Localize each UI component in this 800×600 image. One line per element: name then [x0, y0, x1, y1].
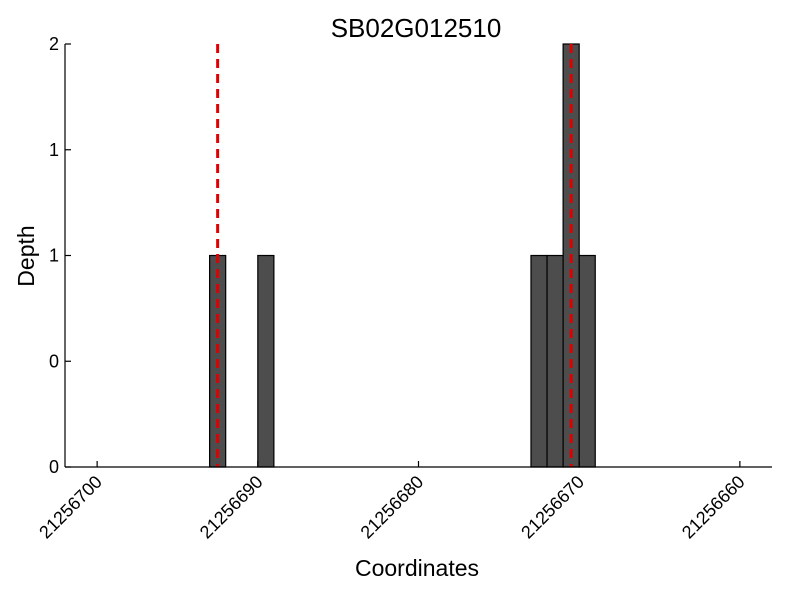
y-ticks: 0 0 1 1 2 [49, 34, 71, 477]
y-tick-label-0: 0 [49, 457, 59, 477]
y-tick-label-4: 2 [49, 34, 59, 54]
y-tick-label-1: 0 [49, 351, 59, 371]
y-tick-label-3: 1 [49, 140, 59, 160]
x-axis-label: Coordinates [355, 555, 479, 581]
bar-1 [257, 254, 275, 468]
bar-layer [209, 43, 596, 468]
y-tick-label-2: 1 [49, 246, 59, 266]
y-axis-label: Depth [13, 225, 39, 286]
marker-layer [216, 44, 573, 467]
x-ticks: 21256700 21256690 21256680 21256670 21256660 [35, 461, 749, 542]
bar-3 [546, 254, 564, 468]
x-tick-label-3: 21256670 [517, 472, 588, 543]
x-tick-label-2: 21256680 [357, 472, 428, 543]
x-tick-label-4: 21256660 [678, 472, 749, 543]
bar-2 [530, 254, 548, 468]
x-tick-label-0: 21256700 [35, 472, 106, 543]
chart-title: SB02G012510 [331, 13, 502, 43]
x-tick-label-1: 21256690 [196, 472, 267, 543]
bar-5 [578, 254, 596, 468]
